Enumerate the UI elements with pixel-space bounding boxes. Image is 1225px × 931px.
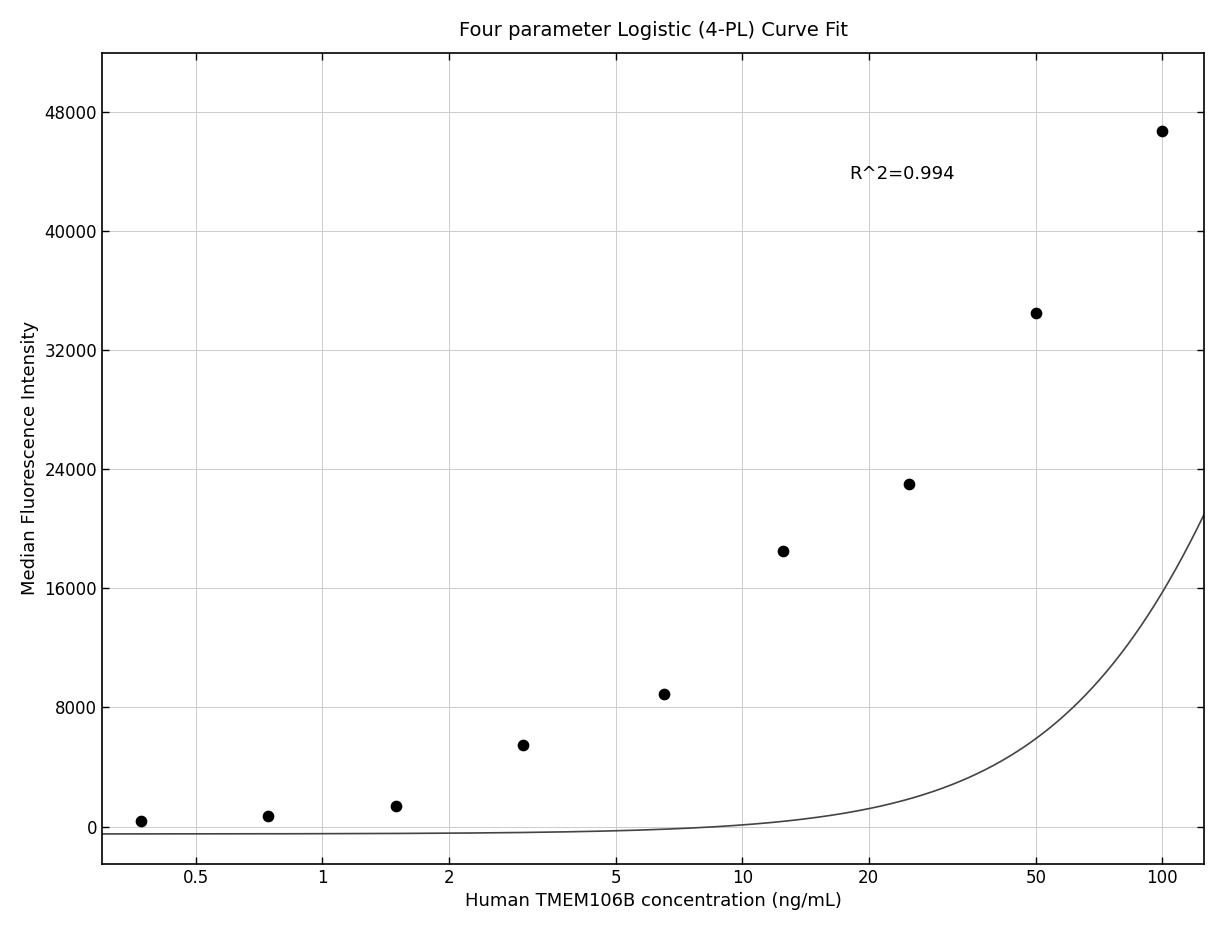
X-axis label: Human TMEM106B concentration (ng/mL): Human TMEM106B concentration (ng/mL) [464, 892, 842, 911]
Text: R^2=0.994: R^2=0.994 [849, 165, 956, 183]
Y-axis label: Median Fluorescence Intensity: Median Fluorescence Intensity [21, 321, 39, 595]
Point [773, 544, 793, 559]
Point [654, 686, 674, 701]
Title: Four parameter Logistic (4-PL) Curve Fit: Four parameter Logistic (4-PL) Curve Fit [458, 20, 848, 40]
Point [1027, 305, 1046, 320]
Point [131, 813, 151, 828]
Point [387, 798, 407, 813]
Point [899, 477, 919, 492]
Point [513, 737, 533, 752]
Point [1153, 124, 1172, 139]
Point [257, 809, 277, 824]
